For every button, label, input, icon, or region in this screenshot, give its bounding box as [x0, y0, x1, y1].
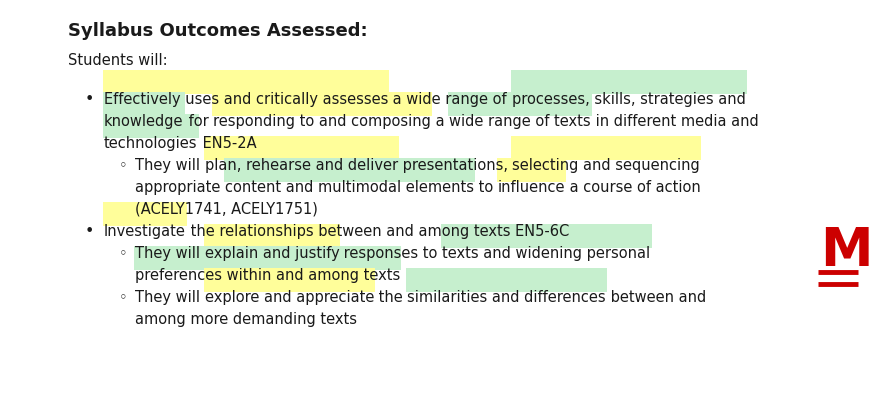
Text: responses to: responses to	[339, 246, 441, 261]
Text: the: the	[374, 290, 407, 305]
Bar	[203, 224, 340, 248]
Text: preferences within and among texts: preferences within and among texts	[135, 268, 400, 283]
Text: a course of action: a course of action	[565, 180, 700, 195]
Text: They will: They will	[135, 158, 204, 173]
Text: in different media and: in different media and	[590, 114, 758, 129]
Text: knowledge: knowledge	[104, 114, 183, 129]
Text: appropriate: appropriate	[135, 180, 225, 195]
Bar	[103, 92, 184, 116]
Bar	[134, 246, 401, 270]
Text: •: •	[85, 92, 94, 107]
Text: processes, skills, strategies and: processes, skills, strategies and	[511, 92, 745, 107]
Bar	[212, 92, 431, 116]
Text: explain and justify: explain and justify	[204, 246, 339, 261]
Text: ◦: ◦	[119, 158, 128, 173]
Text: explore and appreciate: explore and appreciate	[204, 290, 374, 305]
Text: ◦: ◦	[119, 246, 128, 261]
Text: similarities and differences: similarities and differences	[407, 290, 606, 305]
Text: Investigate: Investigate	[104, 224, 186, 239]
Bar	[223, 158, 474, 182]
Text: for: for	[183, 114, 213, 129]
Text: technologies: technologies	[104, 136, 197, 151]
Text: a: a	[430, 114, 448, 129]
Text: wide range of texts: wide range of texts	[448, 114, 590, 129]
Text: ◦: ◦	[119, 290, 128, 305]
Text: They will: They will	[135, 290, 204, 305]
Text: presentations,: presentations,	[397, 158, 512, 173]
Bar	[441, 224, 651, 248]
Bar	[448, 92, 591, 116]
Bar	[103, 202, 187, 226]
Text: M: M	[819, 225, 869, 277]
Bar	[510, 70, 746, 94]
Text: They will: They will	[135, 246, 204, 261]
Bar	[406, 268, 607, 292]
Bar	[511, 136, 700, 160]
Text: between and: between and	[606, 290, 706, 305]
Text: selecting and sequencing: selecting and sequencing	[512, 158, 700, 173]
Bar	[103, 70, 389, 94]
Text: •: •	[85, 224, 94, 239]
Text: responding to and composing: responding to and composing	[213, 114, 430, 129]
Text: (ACELY1741, ACELY1751): (ACELY1741, ACELY1751)	[135, 202, 317, 217]
Bar	[103, 114, 198, 138]
Text: plan, rehearse and deliver: plan, rehearse and deliver	[204, 158, 397, 173]
Text: Syllabus Outcomes Assessed:: Syllabus Outcomes Assessed:	[68, 22, 368, 40]
Text: Students will:: Students will:	[68, 53, 168, 68]
Text: influence: influence	[497, 180, 565, 195]
Text: content and multimodal elements: content and multimodal elements	[225, 180, 474, 195]
Text: Effectively uses and critically assesses: Effectively uses and critically assesses	[104, 92, 388, 107]
Text: texts and widening personal: texts and widening personal	[441, 246, 650, 261]
Bar	[496, 158, 566, 182]
Text: to: to	[474, 180, 497, 195]
Text: a wide range of: a wide range of	[388, 92, 511, 107]
Text: EN5-2A: EN5-2A	[197, 136, 255, 151]
Text: the relationships between and among texts EN5-6C: the relationships between and among text…	[186, 224, 568, 239]
Text: among more demanding texts: among more demanding texts	[135, 312, 356, 327]
Bar	[203, 268, 375, 292]
Bar	[203, 136, 398, 160]
